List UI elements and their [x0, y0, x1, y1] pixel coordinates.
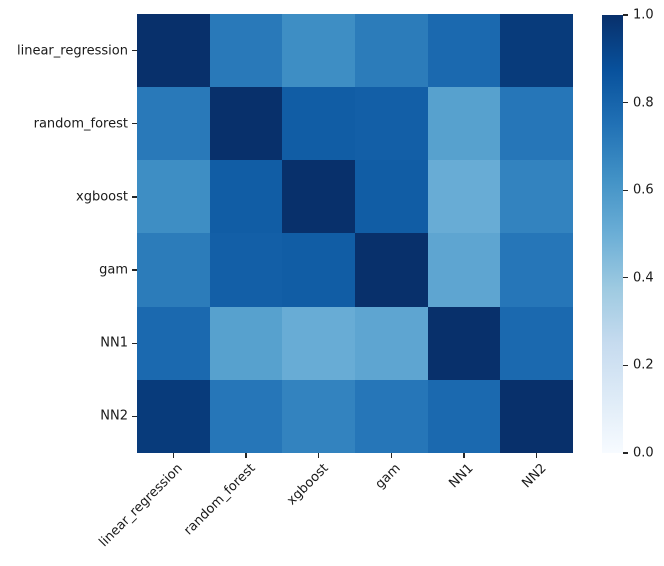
heatmap-cell-gam-linear_regression: [137, 233, 210, 307]
heatmap-cell-random_forest-random_forest: [209, 87, 283, 161]
colorbar-tick-label-0.2: 0.2: [633, 357, 654, 373]
colorbar-tick-label-0.0: 0.0: [633, 445, 654, 461]
colorbar-tick-label-0.6: 0.6: [633, 182, 654, 198]
heatmap-cell-gam-random_forest: [209, 233, 283, 307]
heatmap-cell-NN2-linear_regression: [137, 379, 210, 453]
x-tick-mark: [318, 453, 320, 458]
heatmap-plot-area: [137, 14, 573, 453]
heatmap-cell-linear_regression-gam: [354, 14, 428, 88]
heatmap-cell-xgboost-linear_regression: [137, 160, 210, 234]
x-tick-label-NN2: NN2: [519, 461, 550, 492]
x-tick-mark: [245, 453, 247, 458]
heatmap-cell-linear_regression-NN1: [427, 14, 501, 88]
heatmap-cell-random_forest-xgboost: [282, 87, 355, 161]
colorbar-tick-label-0.4: 0.4: [633, 270, 654, 286]
heatmap-cell-gam-xgboost: [282, 233, 355, 307]
y-tick-mark: [132, 415, 137, 418]
heatmap-cell-random_forest-gam: [354, 87, 428, 161]
y-tick-label-NN2: NN2: [100, 408, 128, 424]
heatmap-cell-random_forest-linear_regression: [137, 87, 210, 161]
y-tick-label-random_forest: random_forest: [33, 116, 128, 132]
heatmap-cell-xgboost-random_forest: [209, 160, 283, 234]
y-tick-label-gam: gam: [99, 262, 128, 278]
colorbar-tick-label-1.0: 1.0: [633, 7, 654, 23]
colorbar-tick-mark: [623, 101, 628, 104]
heatmap-cell-NN2-random_forest: [209, 379, 283, 453]
colorbar-tick-mark: [623, 452, 628, 454]
heatmap-cell-linear_regression-linear_regression: [137, 14, 210, 88]
heatmap-cell-NN2-NN2: [500, 379, 573, 453]
x-tick-mark: [390, 453, 392, 458]
heatmap-cell-gam-gam: [354, 233, 428, 307]
heatmap-cell-linear_regression-xgboost: [282, 14, 355, 88]
y-tick-label-linear_regression: linear_regression: [17, 43, 128, 59]
colorbar-tick-mark: [623, 14, 628, 16]
heatmap-cell-xgboost-NN1: [427, 160, 501, 234]
y-tick-mark: [132, 196, 137, 198]
heatmap-cell-gam-NN1: [427, 233, 501, 307]
y-tick-mark: [132, 269, 137, 271]
heatmap-cell-linear_regression-NN2: [500, 14, 573, 88]
heatmap-cell-random_forest-NN1: [427, 87, 501, 161]
heatmap-cell-linear_regression-random_forest: [209, 14, 283, 88]
heatmap-cell-gam-NN2: [500, 233, 573, 307]
heatmap-cell-NN2-gam: [354, 379, 428, 453]
heatmap-cell-NN1-random_forest: [209, 306, 283, 380]
colorbar-tick-mark: [623, 364, 628, 367]
colorbar-tick-mark: [623, 189, 628, 191]
x-tick-mark: [536, 453, 538, 458]
y-tick-label-xgboost: xgboost: [76, 189, 128, 205]
y-tick-mark: [132, 123, 137, 125]
heatmap-cell-NN2-NN1: [427, 379, 501, 453]
x-tick-mark: [463, 453, 465, 458]
y-tick-mark: [132, 49, 137, 52]
x-tick-mark: [172, 453, 174, 458]
colorbar-tick-mark: [623, 277, 628, 279]
y-tick-mark: [132, 342, 137, 344]
heatmap-cell-xgboost-NN2: [500, 160, 573, 234]
heatmap-cell-NN1-NN1: [427, 306, 501, 380]
heatmap-cell-NN2-xgboost: [282, 379, 355, 453]
heatmap-cell-NN1-linear_regression: [137, 306, 210, 380]
heatmap-cell-xgboost-gam: [354, 160, 428, 234]
heatmap-cell-NN1-gam: [354, 306, 428, 380]
heatmap-cell-NN1-xgboost: [282, 306, 355, 380]
heatmap-cell-random_forest-NN2: [500, 87, 573, 161]
heatmap-cell-NN1-NN2: [500, 306, 573, 380]
colorbar-tick-label-0.8: 0.8: [633, 95, 654, 111]
colorbar: [602, 15, 623, 453]
y-tick-label-NN1: NN1: [100, 335, 128, 351]
heatmap-cell-xgboost-xgboost: [282, 160, 355, 234]
